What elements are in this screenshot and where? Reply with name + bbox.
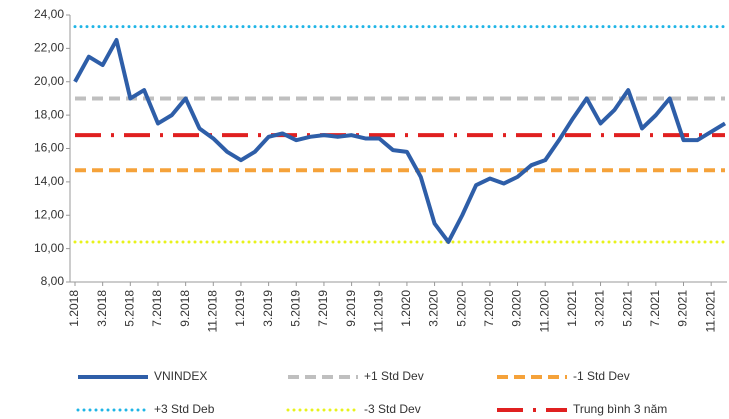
x-tick-label: 3.2021 (593, 290, 607, 327)
legend-label: -3 Std Dev (364, 402, 421, 416)
x-tick-label: 5.2020 (454, 290, 468, 327)
x-tick-label: 1.2021 (565, 290, 579, 327)
x-tick-label: 3.2020 (427, 290, 441, 327)
x-tick-label: 1.2020 (399, 290, 413, 327)
x-tick-label: 7.2019 (316, 290, 330, 327)
y-tick-label: 24,00 (34, 7, 64, 21)
x-tick-label: 9.2021 (676, 290, 690, 327)
x-tick-label: 3.2018 (95, 290, 109, 327)
x-tick-label: 5.2021 (620, 290, 634, 327)
x-tick-label: 5.2018 (122, 290, 136, 327)
x-tick-label: 11.2021 (703, 290, 717, 333)
y-tick-label: 8,00 (41, 274, 65, 288)
legend-label: VNINDEX (154, 369, 207, 383)
legend-label: +1 Std Dev (364, 369, 424, 383)
y-tick-label: 12,00 (34, 207, 64, 221)
x-tick-label: 1.2018 (67, 290, 81, 327)
legend-label: Trung bình 3 năm (573, 402, 667, 416)
x-tick-label: 9.2018 (178, 290, 192, 327)
x-tick-label: 5.2019 (288, 290, 302, 327)
y-tick-label: 14,00 (34, 174, 64, 188)
x-tick-label: 11.2020 (537, 290, 551, 333)
x-tick-label: 11.2018 (205, 290, 219, 333)
y-tick-label: 16,00 (34, 141, 64, 155)
y-tick-label: 22,00 (34, 41, 64, 55)
x-tick-label: 1.2019 (233, 290, 247, 327)
legend-label: +3 Std Deb (154, 402, 215, 416)
y-tick-label: 20,00 (34, 74, 64, 88)
x-tick-label: 11.2019 (371, 290, 385, 333)
x-tick-label: 3.2019 (261, 290, 275, 327)
legend-label: -1 Std Dev (573, 369, 630, 383)
series-line (73, 38, 727, 244)
x-tick-label: 7.2020 (482, 290, 496, 327)
y-tick-label: 10,00 (34, 241, 64, 255)
x-tick-label: 9.2020 (510, 290, 524, 327)
x-tick-label: 9.2019 (344, 290, 358, 327)
x-tick-label: 7.2018 (150, 290, 164, 327)
x-tick-label: 7.2021 (648, 290, 662, 327)
y-tick-label: 18,00 (34, 107, 64, 121)
